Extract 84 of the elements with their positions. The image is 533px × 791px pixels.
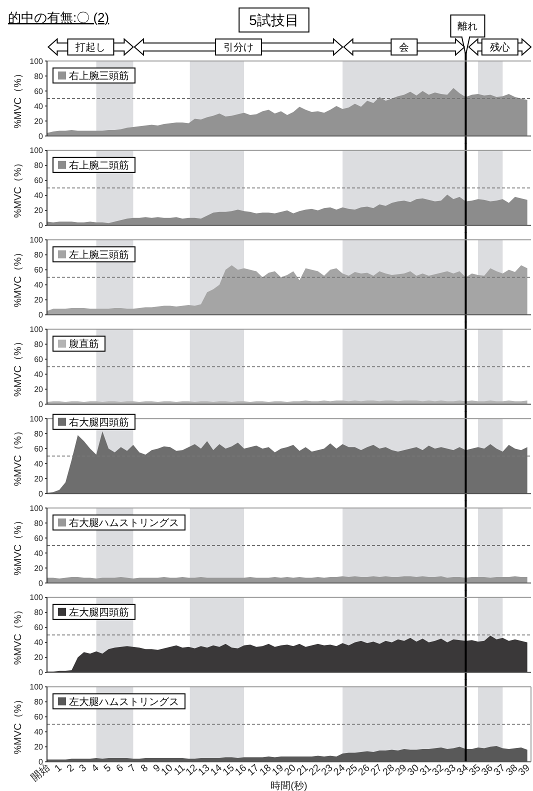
- x-tick-label: 18: [258, 762, 274, 778]
- legend-label: 左大腿ハムストリングス: [69, 696, 179, 708]
- y-tick-label: 0: [38, 132, 44, 141]
- y-tick-label: 60: [34, 623, 44, 632]
- legend-label: 腹直筋: [69, 338, 99, 350]
- y-tick-label: 20: [34, 116, 44, 126]
- y-tick-label: 40: [34, 728, 44, 737]
- y-tick-label: 80: [34, 518, 44, 528]
- x-tick-label: 4: [90, 762, 102, 775]
- y-tick-label: 20: [34, 564, 44, 573]
- y-tick-label: 60: [34, 86, 44, 96]
- y-tick-label: 0: [38, 310, 44, 320]
- text: 会: [399, 42, 410, 54]
- y-tick-label: 40: [34, 638, 44, 648]
- y-tick-label: 0: [38, 489, 44, 498]
- legend-label: 右上腕二頭筋: [69, 159, 129, 172]
- legend-label: 右大腿四頭筋: [69, 416, 129, 428]
- x-tick-label: 8: [139, 762, 151, 775]
- y-tick-label: 20: [34, 474, 44, 484]
- y-tick-label: 80: [34, 161, 44, 170]
- y-tick-label: 60: [34, 355, 44, 364]
- y-tick-label: 100: [30, 593, 44, 602]
- y-tick-label: 20: [34, 385, 44, 394]
- y-tick-label: 40: [34, 280, 44, 290]
- ref-line-label: 離れ: [458, 20, 478, 33]
- y-tick-label: 80: [34, 698, 44, 707]
- y-axis-title: %MVC（%）: [13, 604, 24, 665]
- legend-label: 左上腕三頭筋: [69, 248, 129, 261]
- y-tick-label: 100: [30, 146, 44, 156]
- x-tick-label: 3: [78, 762, 90, 775]
- x-tick-label: 13: [196, 762, 212, 778]
- y-tick-label: 60: [34, 534, 44, 543]
- y-tick-label: 80: [34, 429, 44, 438]
- x-axis-title: 時間(秒): [270, 780, 308, 791]
- y-axis-title: %MVC（%）: [13, 336, 24, 397]
- y-axis-title: %MVC（%）: [13, 68, 24, 129]
- y-tick-label: 0: [38, 758, 44, 767]
- y-tick-label: 0: [38, 221, 44, 230]
- x-tick-label: 39: [516, 762, 533, 778]
- x-tick-label: 2: [65, 762, 77, 775]
- legend-label: 右上腕三頭筋: [69, 70, 129, 82]
- y-axis-title: %MVC（%）: [13, 515, 24, 576]
- y-tick-label: 20: [34, 653, 44, 662]
- x-tick-label: 5: [102, 762, 114, 775]
- x-tick-label: 10: [159, 762, 176, 778]
- x-tick-label: 6: [114, 762, 126, 775]
- y-tick-label: 60: [34, 266, 44, 275]
- legend-label: 左大腿四頭筋: [69, 606, 129, 618]
- text: 残心: [490, 42, 510, 54]
- y-tick-label: 0: [38, 578, 44, 588]
- y-axis-title: %MVC（%）: [13, 426, 24, 486]
- y-tick-label: 40: [34, 459, 44, 468]
- text: 引分け: [224, 42, 254, 54]
- y-tick-label: 40: [34, 191, 44, 200]
- y-tick-label: 20: [34, 296, 44, 305]
- x-tick-label: 1: [52, 762, 65, 775]
- y-tick-label: 20: [34, 206, 44, 216]
- y-tick-label: 100: [30, 56, 44, 66]
- x-tick-label: 7: [126, 762, 138, 775]
- y-axis-title: %MVC（%）: [13, 247, 24, 308]
- y-tick-label: 80: [34, 340, 44, 349]
- y-tick-label: 60: [34, 712, 44, 722]
- y-tick-label: 40: [34, 102, 44, 111]
- y-tick-label: 40: [34, 370, 44, 379]
- text: 打起し: [74, 42, 106, 54]
- y-tick-label: 100: [30, 236, 44, 245]
- text: 的中の有無:〇 (2): [8, 10, 110, 25]
- y-tick-label: 40: [34, 548, 44, 558]
- y-tick-label: 0: [38, 668, 44, 678]
- y-axis-title: %MVC（%）: [13, 158, 24, 218]
- y-tick-label: 60: [34, 176, 44, 186]
- y-tick-label: 80: [34, 72, 44, 81]
- y-tick-label: 100: [30, 682, 44, 692]
- y-axis-title: %MVC（%）: [13, 694, 24, 754]
- y-tick-label: 100: [30, 325, 44, 334]
- y-tick-label: 100: [30, 504, 44, 513]
- y-tick-label: 80: [34, 608, 44, 618]
- y-tick-label: 100: [30, 414, 44, 424]
- y-tick-label: 60: [34, 444, 44, 454]
- legend-label: 右大腿ハムストリングス: [69, 517, 179, 529]
- y-tick-label: 80: [34, 250, 44, 260]
- y-tick-label: 0: [38, 400, 44, 409]
- y-tick-label: 20: [34, 742, 44, 752]
- chart-title: 5試技目: [249, 12, 299, 28]
